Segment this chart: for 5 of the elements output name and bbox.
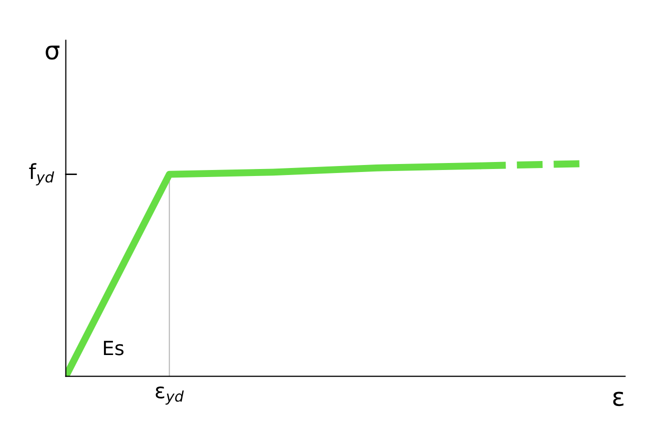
x-axis-title: ε (613, 392, 624, 406)
annotation: Es (104, 340, 124, 356)
y-axis-title: σ (46, 46, 60, 60)
text: ε$_{yd}$ (156, 386, 184, 405)
text: f$_{yd}$ (29, 163, 54, 186)
